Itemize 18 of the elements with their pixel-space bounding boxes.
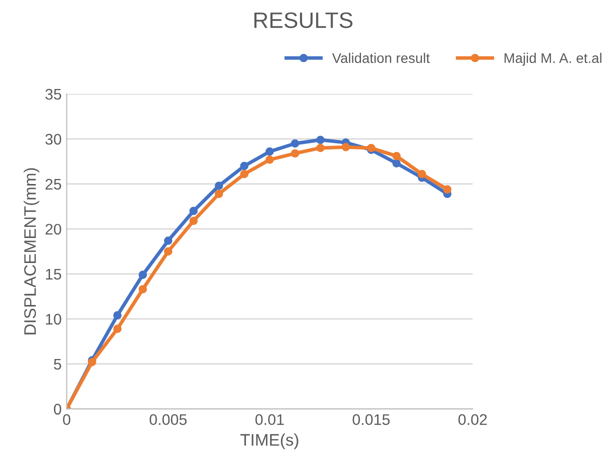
y-tick-label: 30 [45,134,62,145]
legend-label: Majid M. A. et.al [504,52,602,66]
y-tick-label: 0 [54,404,62,415]
y-tick-label: 10 [46,314,62,325]
x-tick-label: 0.015 [352,414,390,425]
y-tick-label: 15 [46,268,62,280]
y-tick-label: 20 [46,224,62,235]
x-tick-label: 0.01 [255,414,284,425]
y-tick-label: 25 [46,178,62,190]
legend-label: Validation result [332,52,430,64]
x-tick-label: 0.02 [458,414,487,425]
x-tick-label: 0 [63,414,70,425]
y-axis-title: DISPLACEMENT(mm) [24,168,40,334]
y-tick-label: 5 [54,358,62,370]
x-axis-title: TIME(s) [240,434,298,450]
y-tick-label: 35 [45,88,62,100]
chart-title: RESULTS [254,12,352,28]
x-tick-label: 0.005 [150,414,187,425]
